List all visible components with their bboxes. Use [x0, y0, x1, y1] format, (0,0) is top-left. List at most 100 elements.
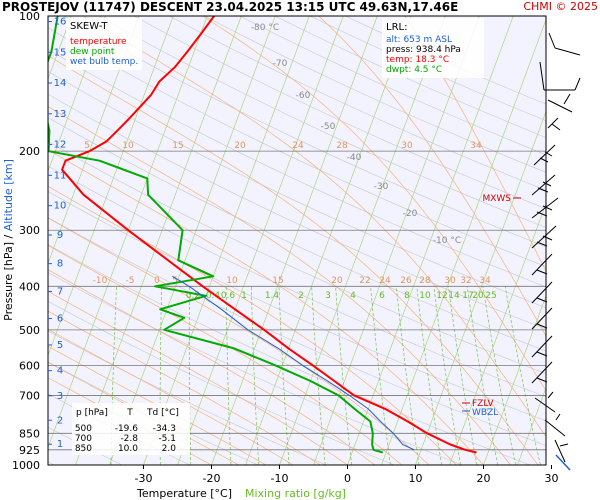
isotherm-line — [177, 16, 344, 465]
x-tick-label: -30 — [135, 472, 153, 485]
mixing-ratio-label: 1 — [241, 291, 247, 301]
wind-barb — [531, 281, 553, 304]
legend-wetbulb: wet bulb temp. — [70, 57, 138, 67]
isotherm-line — [143, 16, 310, 465]
dry-adiabat — [48, 93, 546, 330]
chart-title: PROSTEJOV (11747) DESCENT 23.04.2025 13:… — [2, 0, 458, 14]
wbzl-marker: WBZL — [462, 408, 498, 418]
x-tick-label: 10 — [409, 472, 423, 485]
altitude-tick-label: 8 — [57, 259, 63, 270]
isotherm-line — [245, 16, 412, 465]
lrl-dwpt: dwpt: 4.5 °C — [386, 65, 442, 75]
table-cell-t: -19.6 — [115, 424, 139, 434]
background-labels: -80 °C-70-60-50-40-30-20-10 °C5 10 15 20 24 2… — [84, 23, 497, 301]
table-header-td: Td [°C] — [146, 408, 179, 418]
moist-adiabat-label-lower: 20 — [331, 276, 343, 286]
plot-frame — [47, 15, 547, 466]
plot-area — [48, 16, 546, 465]
series-dew-point — [48, 16, 383, 454]
mixing-ratio-label: 25 — [485, 291, 496, 301]
mxws-marker: MXWS — [482, 194, 521, 204]
moist-adiabat-label-upper: 10 — [122, 141, 134, 151]
isotherm-line — [48, 16, 174, 357]
moist-adiabat-label-upper: 20 — [234, 141, 246, 151]
mixing-ratio-label: 4 — [350, 291, 356, 301]
lrl-alt: alt: 653 m ASL — [386, 35, 452, 45]
y-tick-label: 200 — [19, 145, 40, 158]
wind-barb — [547, 93, 573, 113]
isotherm-line — [483, 294, 546, 465]
dry-adiabat — [48, 117, 546, 352]
wind-barbs — [531, 32, 581, 471]
x-tick-label: 30 — [545, 472, 559, 485]
series-wet-bulb-temp- — [172, 275, 415, 451]
moist-adiabat-label-lower: 0 — [154, 276, 160, 286]
mixing-ratio-label: 8 — [404, 291, 410, 301]
wind-barb — [531, 307, 553, 330]
table-cell-p: 850 — [75, 444, 92, 454]
x-tick-label: -10 — [271, 472, 289, 485]
altitude-tick-label: 16 — [54, 17, 67, 28]
y-tick-label: 600 — [19, 359, 40, 372]
dry-adiabat — [63, 16, 546, 248]
altitude-tick-label: 9 — [57, 230, 63, 241]
altitude-tick-label: 11 — [54, 170, 67, 181]
dry-adiabat — [48, 71, 546, 309]
table-cell-p: 700 — [75, 434, 92, 444]
wind-barb — [547, 117, 561, 131]
lrl-heading: LRL: — [386, 22, 407, 33]
wind-barb — [531, 335, 553, 358]
moist-adiabat-label-lower: 5 — [172, 276, 178, 286]
altitude-tick-label: 1 — [57, 439, 63, 450]
isotherm-line — [517, 386, 546, 465]
mixing-ratio-label: 6 — [379, 291, 385, 301]
y-tick-label: 1000 — [12, 459, 40, 472]
dry-adiabat-label: -80 °C — [251, 23, 279, 33]
moist-adiabat-label-lower: 30 — [444, 276, 456, 286]
svg-text:FZLV: FZLV — [472, 399, 494, 409]
dry-adiabat-label: -20 — [403, 209, 418, 219]
mixing-ratio-label: 20 — [472, 291, 484, 301]
y-tick-label: 925 — [19, 444, 40, 457]
dry-adiabat — [48, 27, 546, 268]
table-cell-t: 10.0 — [118, 444, 138, 454]
dry-adiabat — [48, 141, 546, 374]
isotherm-line — [75, 16, 242, 465]
moist-adiabat — [404, 16, 546, 272]
wind-barb — [539, 61, 581, 91]
altitude-tick-label: 2 — [57, 415, 63, 426]
isotherm-line — [48, 16, 140, 265]
isotherm-line — [211, 16, 378, 465]
dry-adiabat — [98, 16, 546, 228]
mixing-ratio-label: 0.4 — [206, 291, 221, 301]
mixing-ratio-label: 0.6 — [221, 291, 236, 301]
table-header-p: p [hPa] — [76, 408, 108, 418]
wind-barb — [531, 174, 556, 196]
isotherm-line — [48, 16, 208, 449]
isotherm-line — [415, 110, 546, 465]
moist-adiabat-label-lower: 32 — [460, 276, 471, 286]
dry-adiabat — [134, 16, 546, 210]
dry-adiabat-label: -30 — [374, 182, 389, 192]
legend-dewpoint: dew point — [70, 47, 115, 57]
wind-barb — [533, 144, 556, 166]
isotherm-line — [48, 16, 106, 173]
moist-adiabat-label-upper: 24 — [292, 141, 304, 151]
y-tick-label: 300 — [19, 224, 40, 237]
dry-adiabat — [48, 191, 546, 422]
wind-barb — [548, 32, 581, 56]
lrl-info: LRL: alt: 653 m ASL press: 938.4 hPa tem… — [382, 18, 484, 78]
y-tick-label: 400 — [19, 280, 40, 293]
legend: SKEW-T temperature dew point wet bulb te… — [66, 18, 142, 70]
profile-series — [48, 16, 477, 454]
dry-adiabat-label: -10 °C — [433, 236, 461, 246]
moist-adiabat — [202, 16, 546, 392]
moist-adiabat-label-lower: 24 — [379, 276, 391, 286]
y-axis-label: Pressure [hPa] / Altitude [km] — [2, 159, 15, 321]
y-tick-label: 850 — [19, 427, 40, 440]
moist-adiabat-label-lower: 22 — [359, 276, 370, 286]
isotherm-line — [552, 16, 600, 465]
axis-ticks: -30-20-100102030401002003004005006007008… — [12, 10, 559, 485]
isotherm-line — [279, 16, 446, 465]
legend-title: SKEW-T — [70, 21, 108, 32]
